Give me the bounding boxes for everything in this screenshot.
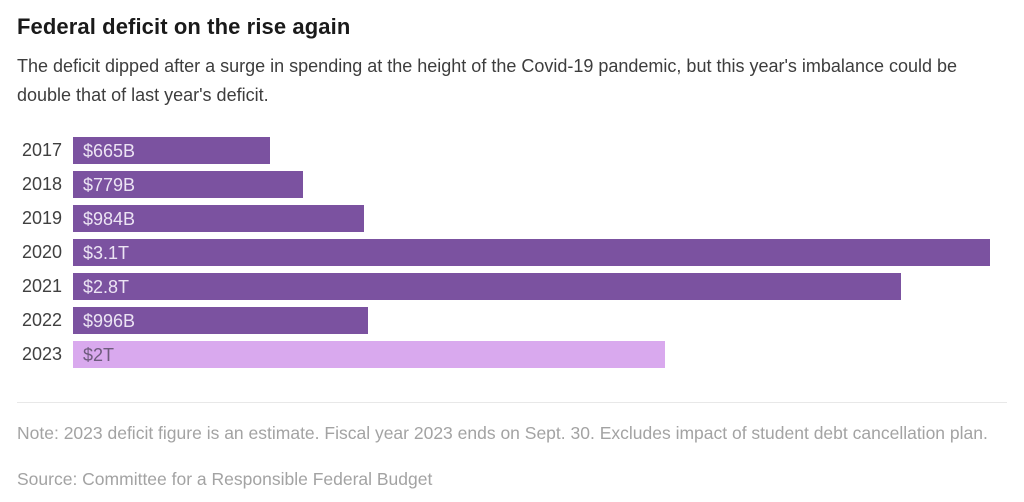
year-label: 2021 bbox=[22, 276, 63, 296]
chart-row: 2023 $2T bbox=[17, 341, 990, 368]
chart-row: 2018 $779B bbox=[17, 171, 990, 198]
bar-value-label: $779B bbox=[83, 174, 136, 195]
chart-note: Note: 2023 deficit figure is an estimate… bbox=[17, 423, 988, 443]
bar-value-label: $2.8T bbox=[83, 276, 130, 297]
bar-chart: 2017 $665B 2018 $779B 2019 $984B 2020 $3.1T 2021… bbox=[17, 137, 1007, 368]
year-label: 2022 bbox=[22, 310, 63, 330]
chart-source: Source: Committee for a Responsible Fede… bbox=[17, 469, 433, 489]
bar-track: $779B bbox=[73, 171, 990, 198]
year-label: 2019 bbox=[22, 208, 63, 228]
bar-track: $996B bbox=[73, 307, 990, 334]
bar-track: $665B bbox=[73, 137, 990, 164]
year-label: 2023 bbox=[22, 344, 63, 364]
deficit-bar: $996B bbox=[73, 307, 368, 334]
deficit-bar: $3.1T bbox=[73, 239, 990, 266]
bar-value-label: $984B bbox=[83, 208, 136, 229]
deficit-bar: $2T bbox=[73, 341, 665, 368]
footer-divider bbox=[17, 402, 1007, 403]
deficit-bar: $2.8T bbox=[73, 273, 902, 300]
deficit-bar: $984B bbox=[73, 205, 365, 232]
bar-value-label: $2T bbox=[83, 344, 115, 365]
bar-track: $2.8T bbox=[73, 273, 990, 300]
bar-value-label: $996B bbox=[83, 310, 136, 331]
bar-track: $984B bbox=[73, 205, 990, 232]
chart-row: 2022 $996B bbox=[17, 307, 990, 334]
year-label: 2017 bbox=[22, 140, 63, 160]
bar-track: $2T bbox=[73, 341, 990, 368]
bar-track: $3.1T bbox=[73, 239, 990, 266]
chart-title: Federal deficit on the rise again bbox=[17, 14, 351, 39]
bar-value-label: $665B bbox=[83, 140, 136, 161]
chart-row: 2020 $3.1T bbox=[17, 239, 990, 266]
bar-value-label: $3.1T bbox=[83, 242, 130, 263]
year-label: 2020 bbox=[22, 242, 63, 262]
chart-row: 2021 $2.8T bbox=[17, 273, 990, 300]
chart-row: 2019 $984B bbox=[17, 205, 990, 232]
year-label: 2018 bbox=[22, 174, 63, 194]
deficit-bar: $779B bbox=[73, 171, 304, 198]
chart-row: 2017 $665B bbox=[17, 137, 990, 164]
chart-subtitle: The deficit dipped after a surge in spen… bbox=[17, 56, 958, 105]
deficit-bar: $665B bbox=[73, 137, 270, 164]
